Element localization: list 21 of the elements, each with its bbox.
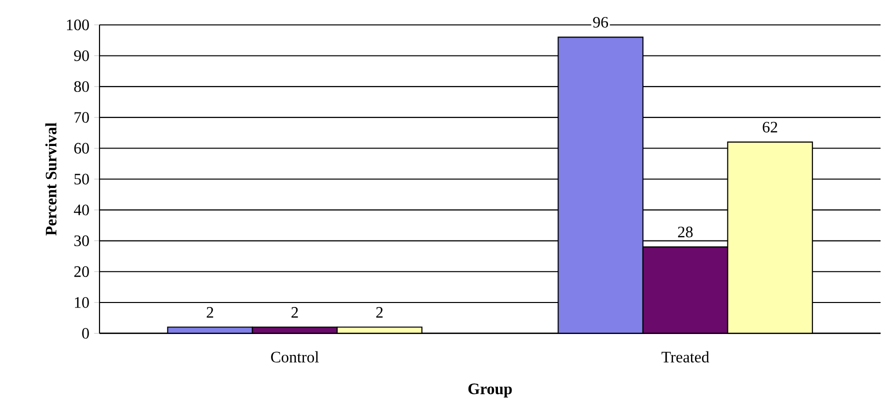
data-label: 28 [678,226,693,238]
x-axis-title: Group [468,384,512,398]
y-tick-label: 0 [82,328,89,339]
y-tick-label: 30 [74,235,89,246]
y-tick-label: 20 [74,266,89,278]
data-label: 2 [376,307,383,318]
data-label: 96 [593,16,608,28]
y-tick-label: 80 [74,81,89,92]
y-tick-label: 70 [74,112,89,123]
y-tick-label: 60 [74,142,89,154]
y-tick-label: 40 [74,204,89,216]
x-tick-label: Treated [662,351,710,362]
y-tick-label: 50 [74,174,89,184]
data-label: 2 [206,307,214,318]
y-tick-label: 90 [74,50,89,62]
y-tick-label: 10 [74,297,89,308]
y-tick-label: 100 [67,20,89,30]
data-label: 2 [292,307,298,318]
x-tick-label: Control [271,351,319,362]
y-axis-title: Percent Survival [45,122,57,236]
data-label: 62 [762,122,778,133]
